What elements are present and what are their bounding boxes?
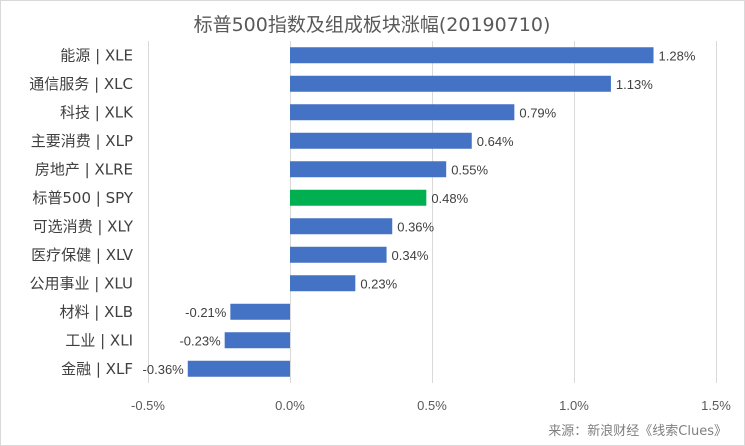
source-note: 来源：新浪财经《线索Clues》 xyxy=(548,423,727,439)
category-label: 材料 | XLB xyxy=(59,303,133,321)
chart-title: 标普500指数及组成板块涨幅(20190710) xyxy=(194,14,551,36)
bar xyxy=(230,303,290,320)
category-label: 可选消费 | XLY xyxy=(33,217,134,235)
category-label: 标普500 | SPY xyxy=(32,189,133,207)
data-label: 0.34% xyxy=(392,248,429,263)
category-label: 公用事业 | XLU xyxy=(30,274,133,292)
x-axis: -0.5% 0.0% 0.5% 1.0% 1.5% xyxy=(131,398,731,413)
labels: 能源 | XLE 1.28% 通信服务 | XLC 1.13% 科技 | XLK 0.79… xyxy=(29,46,696,378)
bar xyxy=(290,104,515,121)
bar xyxy=(290,189,427,206)
bar xyxy=(187,360,290,377)
x-tick-label: 1.5% xyxy=(701,398,731,413)
bar xyxy=(290,275,356,292)
bar xyxy=(224,332,290,349)
data-label: 0.55% xyxy=(451,162,488,177)
category-label: 主要消费 | XLP xyxy=(31,132,133,150)
category-label: 科技 | XLK xyxy=(60,103,134,121)
category-label: 金融 | XLF xyxy=(61,360,133,378)
grid-lines xyxy=(148,41,717,383)
bars xyxy=(187,47,654,377)
data-label: 1.13% xyxy=(616,77,653,92)
category-label: 工业 | XLI xyxy=(65,331,133,349)
bar xyxy=(290,218,393,235)
bar xyxy=(290,75,611,92)
bar xyxy=(290,47,654,64)
data-label: 0.48% xyxy=(431,191,468,206)
data-label: 1.28% xyxy=(659,48,696,63)
x-tick-label: -0.5% xyxy=(131,398,165,413)
data-label: 0.36% xyxy=(397,219,434,234)
category-label: 能源 | XLE xyxy=(60,46,133,64)
data-label: -0.21% xyxy=(185,305,227,320)
bar xyxy=(290,161,447,178)
data-label: -0.36% xyxy=(143,362,185,377)
bar xyxy=(290,132,472,149)
x-tick-label: 1.0% xyxy=(559,398,589,413)
x-tick-label: 0.0% xyxy=(275,398,305,413)
bar xyxy=(290,246,387,263)
data-label: 0.23% xyxy=(360,276,397,291)
x-tick-label: 0.5% xyxy=(417,398,447,413)
data-label: 0.79% xyxy=(519,105,556,120)
category-label: 医疗保健 | XLV xyxy=(31,246,134,264)
category-label: 房地产 | XLRE xyxy=(35,160,133,178)
data-label: -0.23% xyxy=(179,333,221,348)
category-label: 通信服务 | XLC xyxy=(29,75,133,93)
data-label: 0.64% xyxy=(477,134,514,149)
